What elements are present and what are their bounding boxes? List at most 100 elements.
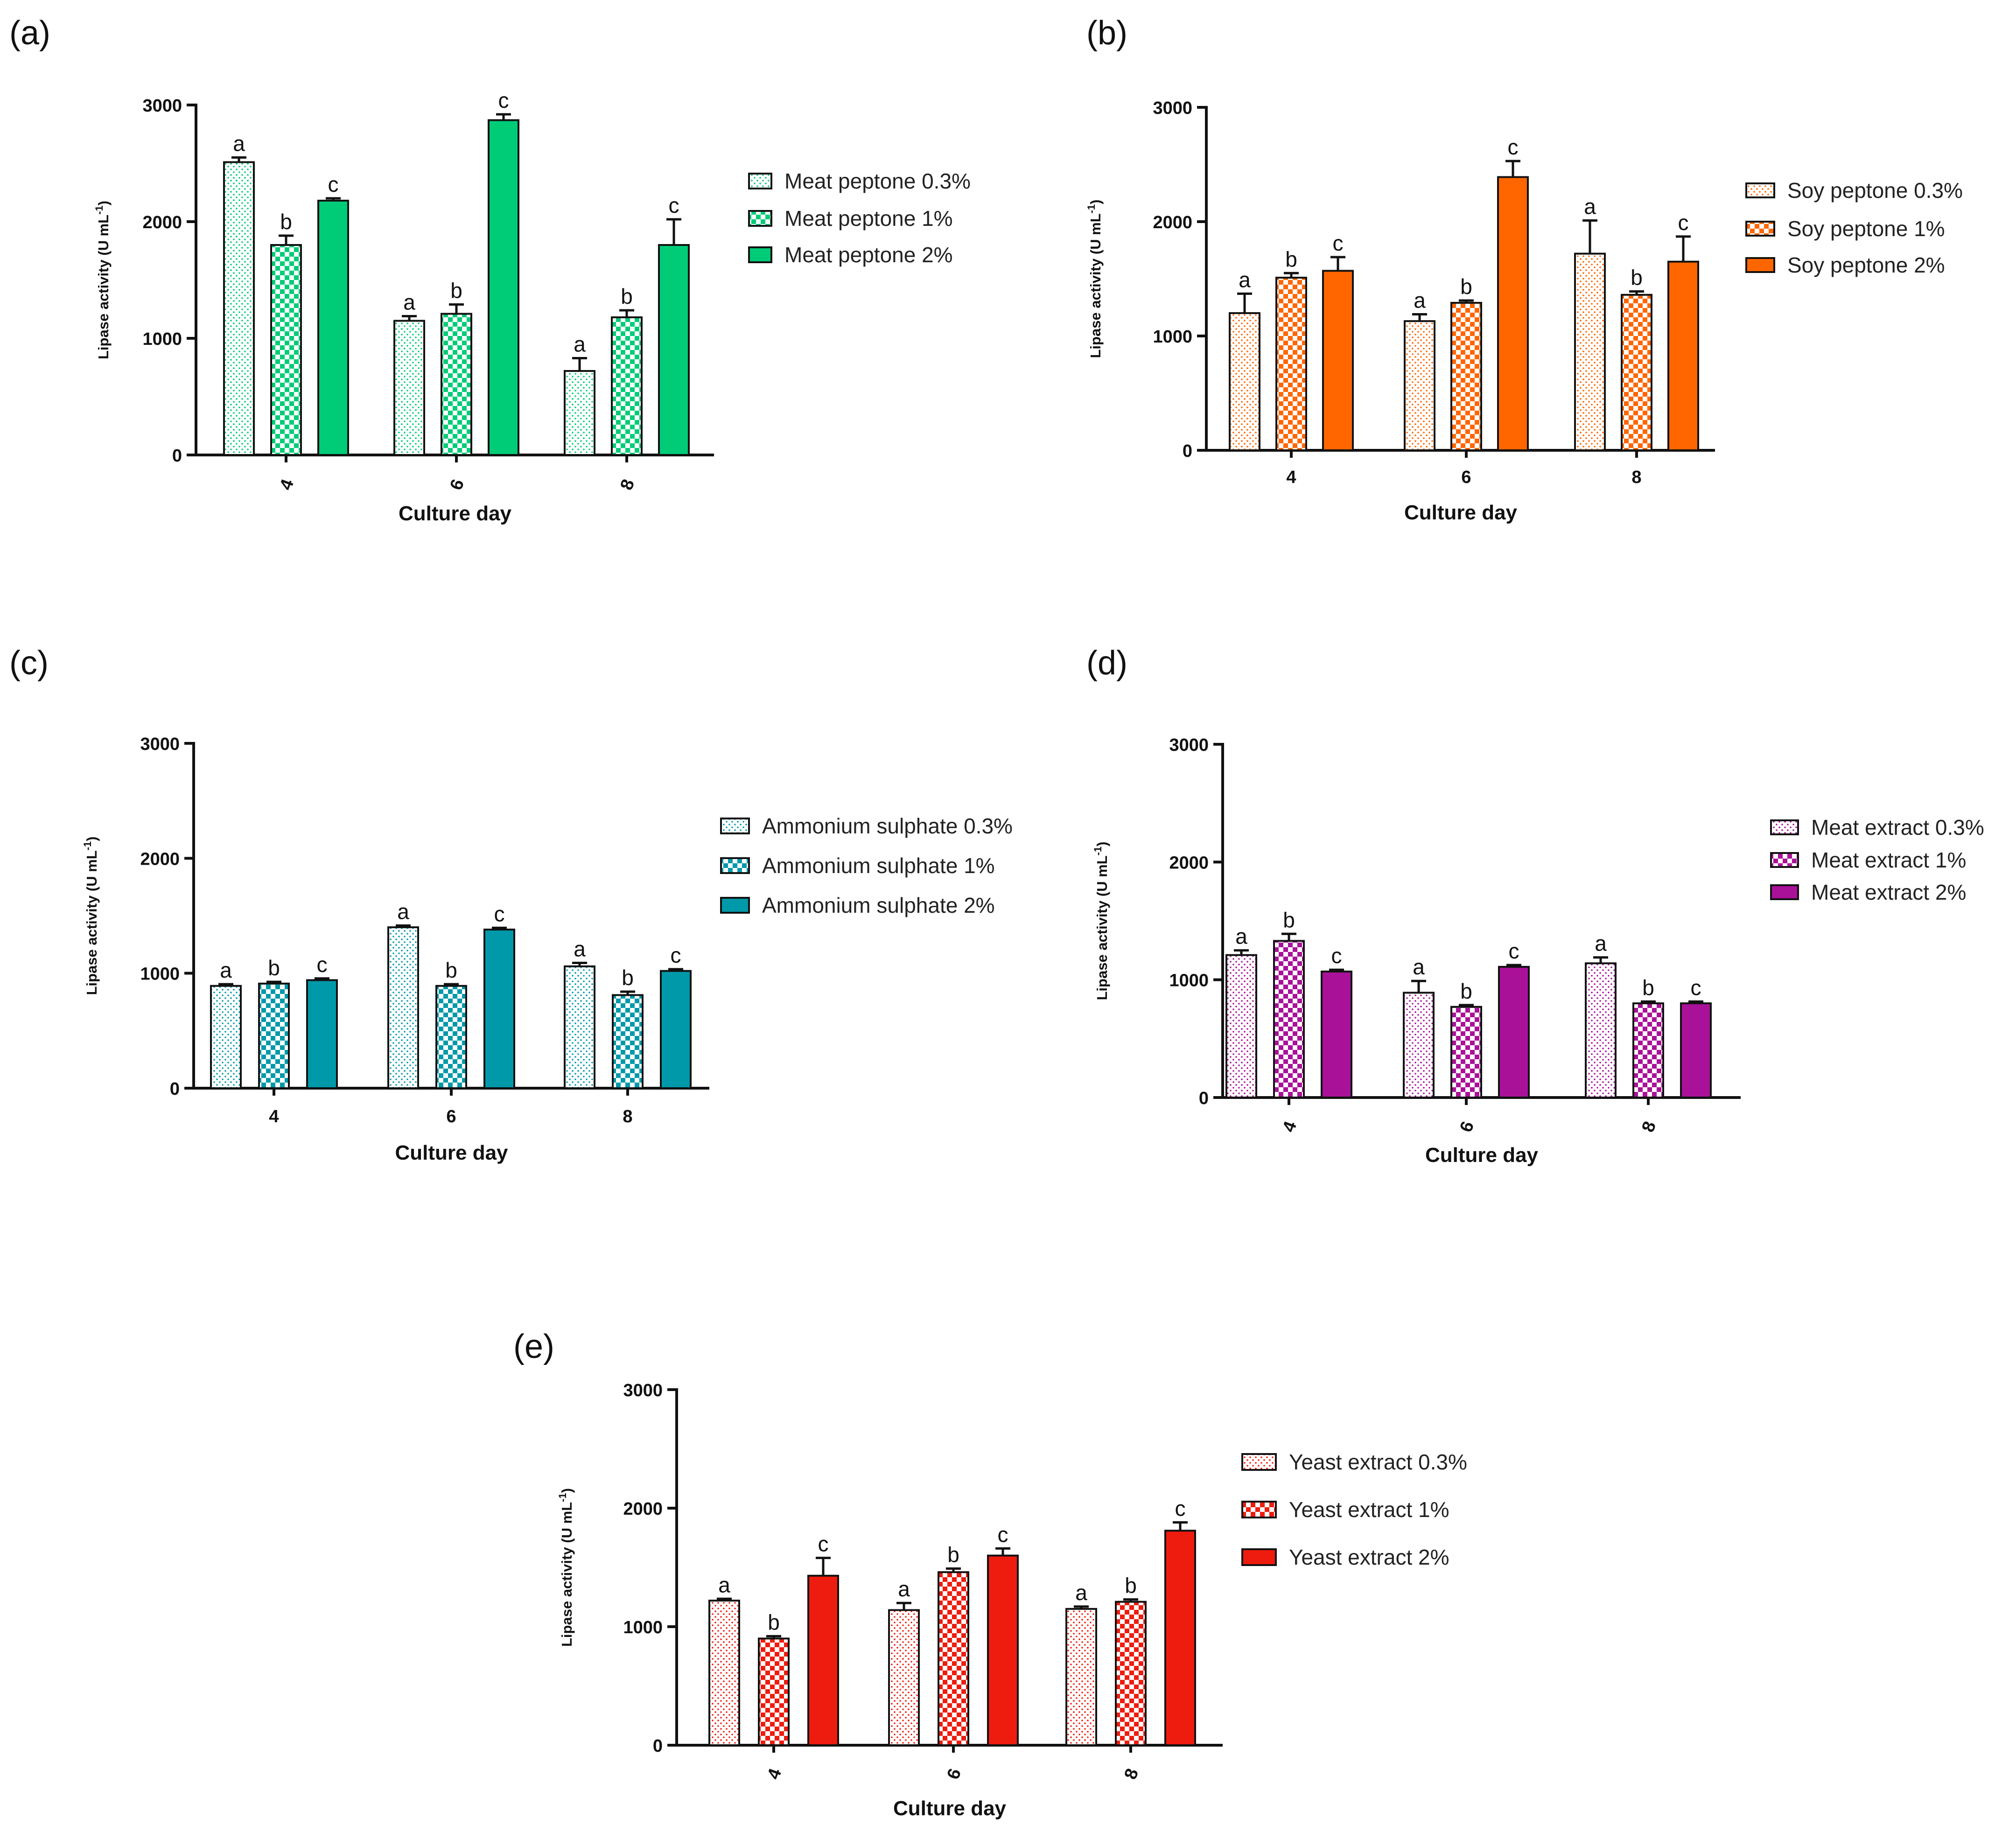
significance-letter: a: [1584, 195, 1596, 219]
x-tick-label: 6: [1461, 468, 1471, 487]
y-tick-label: 0: [653, 1736, 663, 1756]
bar: [1621, 294, 1652, 451]
legend-label: Yeast extract 1%: [1289, 1497, 1449, 1522]
bar: [210, 985, 242, 1090]
legend-swatch: [1241, 1501, 1277, 1518]
x-tick-label: 6: [447, 477, 469, 493]
panel-label: (a): [9, 14, 50, 52]
panel-label: (e): [513, 1328, 554, 1365]
x-tick-label: 6: [944, 1766, 966, 1782]
x-tick-label: 4: [269, 1107, 279, 1126]
bar: [564, 965, 595, 1090]
bar: [1322, 270, 1354, 451]
bar: [1275, 277, 1307, 451]
y-axis-title-main: Lipase activity (U mL: [84, 850, 100, 995]
y-tick-label: 3000: [140, 734, 180, 754]
bar: [270, 244, 302, 456]
chart-panel: (c) 0 1000 2000 3000 Lipase activity (U mL-1)…: [9, 644, 1013, 1164]
y-tick-label: 0: [170, 1079, 180, 1099]
legend-swatch: [1770, 852, 1799, 868]
bar: [258, 982, 290, 1089]
significance-letter: b: [947, 1543, 959, 1567]
significance-letter: b: [1285, 247, 1297, 271]
significance-letter: b: [1283, 908, 1295, 932]
legend-label: Ammonium sulphate 0.3%: [762, 814, 1013, 838]
y-axis-title: Lipase activity (U mL-1): [82, 837, 100, 995]
significance-letter: c: [1333, 231, 1344, 255]
y-axis-title-sup: -1: [557, 1493, 568, 1502]
x-axis-title: Culture day: [395, 1141, 508, 1164]
bar: [807, 1574, 839, 1747]
legend-swatch: [748, 173, 772, 189]
significance-letter: a: [1595, 931, 1607, 956]
significance-letter: c: [1175, 1496, 1186, 1520]
y-axis-title: Lipase activity (U mL-1): [1092, 842, 1110, 1000]
bar: [223, 161, 255, 456]
significance-letter: b: [768, 1610, 780, 1634]
legend-swatch: [1770, 884, 1799, 900]
y-tick-label: 3000: [142, 96, 182, 116]
bar: [317, 200, 349, 456]
legend-label: Meat peptone 2%: [784, 243, 953, 267]
x-axis-title: Culture day: [399, 502, 512, 525]
bar: [435, 985, 467, 1090]
y-tick-label: 0: [172, 446, 182, 466]
y-tick-label: 1000: [1169, 971, 1209, 991]
bar: [393, 320, 425, 456]
significance-letter: a: [1235, 924, 1247, 949]
significance-letter: c: [328, 172, 339, 196]
bar: [1450, 1006, 1482, 1099]
legend-swatch: [748, 246, 772, 263]
bar: [1403, 992, 1435, 1098]
bar: [1680, 1002, 1712, 1098]
bar: [758, 1637, 790, 1746]
bar: [306, 979, 338, 1090]
significance-letter: c: [669, 193, 679, 217]
bar: [488, 119, 519, 456]
y-tick-label: 2000: [140, 849, 180, 869]
significance-letter: a: [397, 899, 409, 923]
bar: [658, 244, 690, 456]
significance-letter: c: [671, 943, 681, 967]
bar: [1585, 962, 1617, 1099]
chart-panel: (b) 0 1000 2000 3000 Lipase activity (U mL-1)…: [1085, 14, 1963, 524]
bar: [1497, 176, 1529, 451]
legend-label: Soy peptone 1%: [1787, 217, 1945, 241]
bar: [1404, 320, 1435, 452]
legend-label: Ammonium sulphate 1%: [762, 853, 995, 878]
legend-swatch: [720, 897, 750, 914]
significance-letter: a: [574, 937, 586, 961]
y-axis-title-close: ): [1094, 842, 1110, 846]
significance-letter: c: [1509, 939, 1519, 963]
y-axis-title: Lipase activity (U mL-1): [557, 1488, 575, 1647]
significance-letter: b: [1125, 1573, 1137, 1598]
significance-letter: a: [1413, 955, 1425, 979]
bar: [938, 1571, 969, 1746]
significance-letter: c: [818, 1532, 829, 1556]
bar: [660, 970, 692, 1089]
y-axis-title: Lipase activity (U mL-1): [1085, 200, 1104, 358]
x-axis-title: Culture day: [1404, 501, 1518, 524]
bar: [708, 1600, 740, 1747]
significance-letter: a: [1075, 1580, 1087, 1605]
significance-letter: a: [403, 290, 415, 315]
significance-letter: b: [450, 279, 462, 303]
bar: [1574, 252, 1606, 451]
chart-panel: (d) 0 1000 2000 3000 Lipase activity (U mL-1)…: [1086, 644, 1984, 1167]
y-tick-label: 1000: [623, 1618, 663, 1637]
bar: [483, 929, 515, 1090]
legend-swatch: [1745, 257, 1775, 273]
significance-letter: a: [1414, 288, 1426, 312]
bar: [1273, 940, 1305, 1098]
chart-panel: (a) 0 1000 2000 3000 Lipase activity (U mL-1)…: [9, 14, 971, 525]
legend-label: Meat peptone 0.3%: [784, 169, 971, 193]
significance-letter: b: [1642, 975, 1654, 1000]
bar: [1065, 1608, 1097, 1746]
y-tick-label: 1000: [1153, 327, 1192, 347]
significance-letter: c: [1508, 135, 1519, 159]
panel-label: (b): [1086, 14, 1127, 52]
bar: [564, 370, 595, 456]
panel-label: (d): [1086, 644, 1127, 682]
y-axis-title-main: Lipase activity (U mL: [1094, 855, 1110, 1000]
bar: [987, 1554, 1019, 1747]
